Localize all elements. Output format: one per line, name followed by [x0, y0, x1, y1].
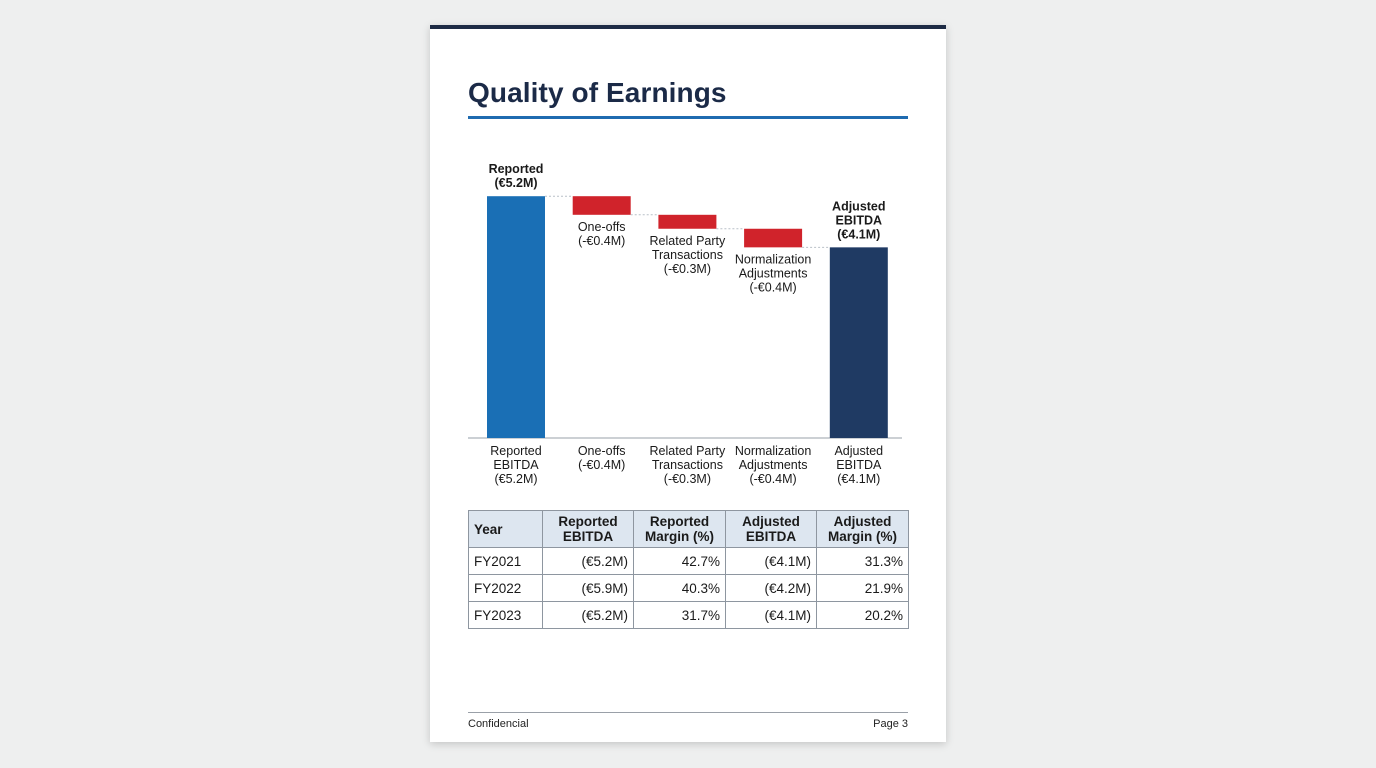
waterfall-bar	[572, 196, 631, 215]
waterfall-bar	[658, 214, 717, 229]
waterfall-chart: Reported (€5.2M) Reported EBITDA (€5.2M) One-…	[468, 162, 902, 486]
footer-page-number: Page 3	[873, 718, 908, 730]
table-cell: (€5.2M)	[542, 547, 634, 575]
earnings-table-container: Year Reported EBITDA Reported Margin (%)…	[468, 510, 909, 629]
bar-value-label: Normalization Adjustments (-€0.4M)	[735, 252, 811, 294]
table-cell: 31.7%	[633, 601, 726, 629]
table-cell: (€5.2M)	[542, 601, 634, 629]
x-tick-label: Related Party Transactions (-€0.3M)	[650, 444, 726, 486]
title-underline	[468, 116, 908, 119]
waterfall-bar	[829, 247, 888, 438]
footer-divider	[468, 712, 908, 713]
table-row: FY2023 (€5.2M) 31.7% (€4.1M) 20.2%	[468, 601, 909, 629]
table-header-cell: Adjusted Margin (%)	[816, 510, 909, 548]
table-cell: 31.3%	[816, 547, 909, 575]
table-cell: (€4.1M)	[725, 547, 817, 575]
table-header-cell: Reported Margin (%)	[633, 510, 726, 548]
waterfall-bar	[744, 228, 803, 248]
table-cell: (€4.2M)	[725, 574, 817, 602]
report-page: Quality of Earnings Reported (€5.2M) Repor…	[430, 25, 946, 742]
bar-top-label: Adjusted EBITDA (€4.1M)	[832, 199, 885, 241]
x-tick-label: Normalization Adjustments (-€0.4M)	[735, 444, 811, 486]
table-cell: 20.2%	[816, 601, 909, 629]
bar-value-label: One-offs (-€0.4M)	[578, 220, 626, 248]
page-title: Quality of Earnings	[468, 77, 727, 108]
table-row: FY2021 (€5.2M) 42.7% (€4.1M) 31.3%	[468, 547, 909, 575]
table-cell: (€5.9M)	[542, 574, 634, 602]
bar-value-label: Related Party Transactions (-€0.3M)	[650, 234, 726, 276]
table-cell: FY2023	[468, 601, 543, 629]
table-header-cell: Year	[468, 510, 543, 548]
x-tick-label: One-offs (-€0.4M)	[578, 444, 626, 472]
table-cell: (€4.1M)	[725, 601, 817, 629]
table-header-row: Year Reported EBITDA Reported Margin (%)…	[468, 510, 909, 548]
table-row: FY2022 (€5.9M) 40.3% (€4.2M) 21.9%	[468, 574, 909, 602]
earnings-table: Year Reported EBITDA Reported Margin (%)…	[468, 510, 909, 629]
table-cell: FY2021	[468, 547, 543, 575]
table-cell: FY2022	[468, 574, 543, 602]
bar-top-label: Reported (€5.2M)	[489, 162, 544, 190]
x-tick-label: Adjusted EBITDA (€4.1M)	[834, 444, 883, 486]
table-cell: 40.3%	[633, 574, 726, 602]
table-header-cell: Reported EBITDA	[542, 510, 634, 548]
table-cell: 42.7%	[633, 547, 726, 575]
waterfall-bar	[487, 196, 545, 438]
table-header-cell: Adjusted EBITDA	[725, 510, 817, 548]
x-tick-label: Reported EBITDA (€5.2M)	[490, 444, 541, 486]
footer-confidential: Confidencial	[468, 718, 529, 730]
table-cell: 21.9%	[816, 574, 909, 602]
